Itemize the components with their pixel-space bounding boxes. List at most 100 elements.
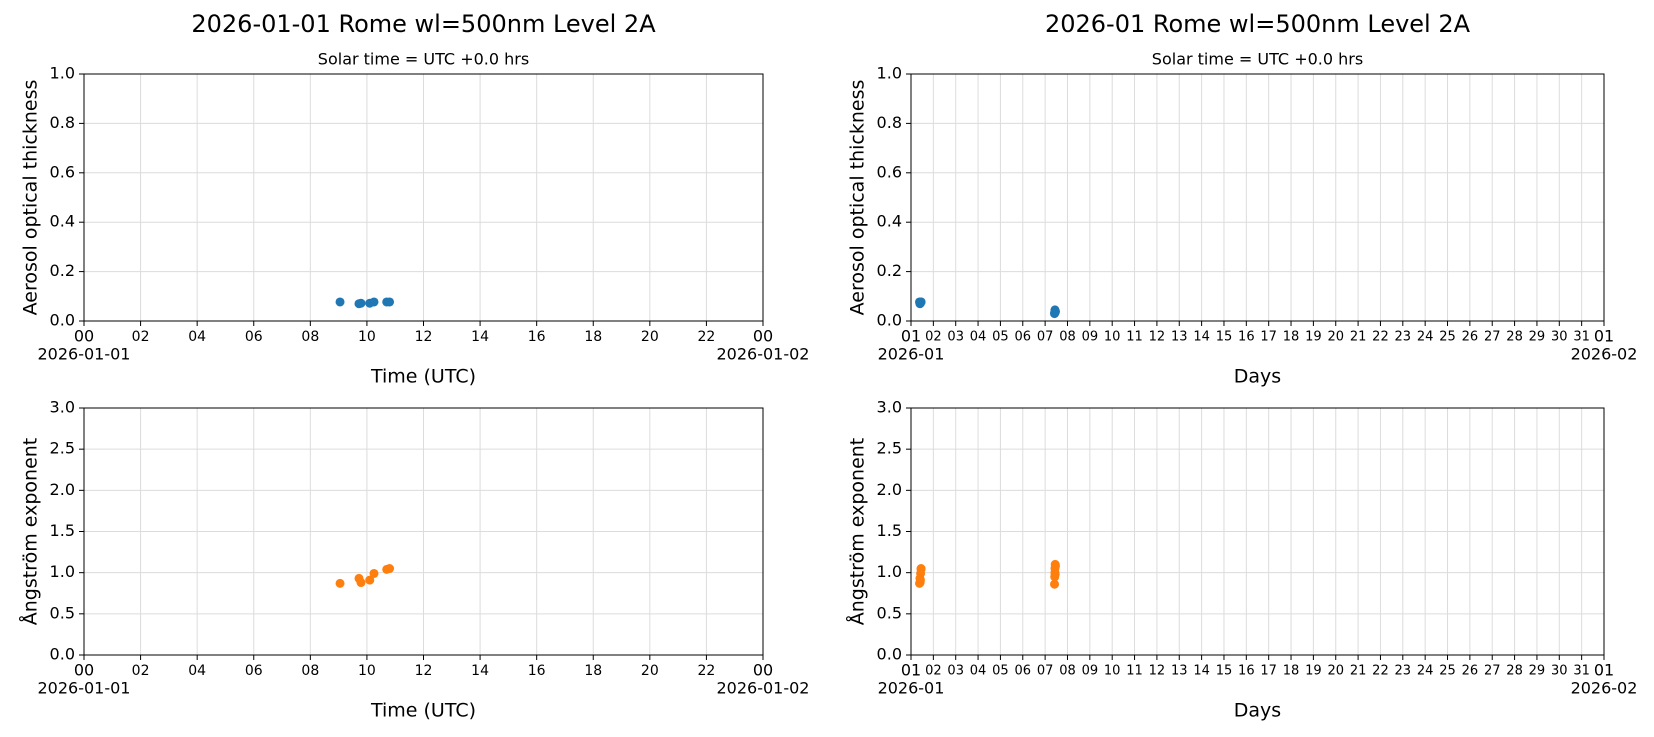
x-tick-label: 04 [188,663,206,679]
x-tick-label: 26 [1462,330,1479,345]
x-tick-label: 23 [1395,664,1412,679]
y-tick-label: 0.4 [50,212,75,231]
x-tick-label: 31 [1573,664,1590,679]
x-tick-label: 23 [1395,330,1412,345]
x-tick-label: 02 [925,664,942,679]
x-tick-label: 09 [1082,664,1099,679]
x-tick-label: 10 [358,329,376,345]
y-tick-label: 0.0 [50,311,75,330]
x-tick-label: 10 [1104,330,1121,345]
y-tick-label: 0.6 [877,162,902,181]
x-date-label: 2026-02 [1571,345,1638,364]
x-tick-label: 12 [1149,664,1166,679]
y-tick-label: 0.0 [50,645,75,664]
x-tick-label: 22 [1372,330,1389,345]
axes-frame [910,73,1605,322]
x-tick-label: 04 [188,329,206,345]
x-tick-label: 09 [1082,330,1099,345]
x-tick-label: 21 [1350,664,1367,679]
x-tick-label: 14 [471,329,489,345]
x-axis-label: Time (UTC) [370,366,476,388]
x-tick-label: 10 [358,663,376,679]
x-tick-label: 21 [1350,330,1367,345]
x-tick-label: 20 [641,329,659,345]
x-tick-label: 30 [1551,330,1568,345]
x-tick-label: 12 [415,329,433,345]
x-tick-label: 06 [245,329,263,345]
x-tick-label: 15 [1216,664,1233,679]
x-tick-label: 17 [1260,664,1277,679]
point [385,564,395,574]
point [916,297,926,307]
x-tick-label: 17 [1260,330,1277,345]
point [369,568,379,578]
point [385,297,395,307]
y-tick-label: 2.5 [50,439,75,458]
x-tick-label: 07 [1037,330,1054,345]
x-tick-label: 22 [698,329,716,345]
x-tick-label: 18 [1283,664,1300,679]
x-date-label: 2026-02 [1571,679,1638,698]
x-tick-label: 01 [901,661,921,680]
x-tick-label: 03 [947,330,964,345]
x-tick-label: 01 [1594,661,1614,680]
x-tick-label: 10 [1104,664,1121,679]
x-tick-label: 16 [528,329,546,345]
y-tick-label: 2.5 [877,439,902,458]
y-tick-label: 1.5 [877,521,902,540]
x-tick-label: 13 [1171,664,1188,679]
y-tick-label: 3.0 [50,398,75,417]
x-tick-label: 20 [641,663,659,679]
y-tick-label: 0.0 [877,645,902,664]
x-tick-label: 00 [74,661,94,680]
x-tick-label: 02 [132,663,150,679]
x-axis-label: Days [1234,700,1281,722]
y-axis-label: Aerosol optical thickness [20,80,42,316]
x-tick-label: 14 [1193,330,1210,345]
y-tick-label: 0.5 [877,603,902,622]
x-tick-label: 13 [1171,330,1188,345]
chart-subtitle: Solar time = UTC +0.0 hrs [318,50,529,69]
x-date-label: 2026-01-02 [717,345,810,364]
x-tick-label: 08 [1059,664,1076,679]
x-tick-label: 16 [1238,664,1255,679]
x-tick-label: 15 [1216,330,1233,345]
x-tick-label: 03 [947,664,964,679]
x-tick-label: 14 [471,663,489,679]
y-tick-label: 1.5 [50,521,75,540]
x-tick-label: 04 [970,664,987,679]
y-tick-label: 0.4 [877,212,902,231]
x-axis-label: Days [1234,366,1281,388]
x-tick-label: 18 [1283,330,1300,345]
x-tick-label: 04 [970,330,987,345]
y-tick-label: 0.8 [877,113,902,132]
point [356,578,366,588]
x-tick-label: 19 [1305,330,1322,345]
point [369,297,379,307]
x-tick-label: 08 [301,329,319,345]
x-date-label: 2026-01-02 [717,679,810,698]
x-tick-label: 05 [992,330,1009,345]
point [1050,579,1060,589]
x-axis-label: Time (UTC) [370,700,476,722]
y-tick-label: 1.0 [50,562,75,581]
x-tick-label: 19 [1305,664,1322,679]
x-tick-label: 07 [1037,664,1054,679]
x-tick-label: 02 [925,330,942,345]
x-tick-label: 18 [584,663,602,679]
x-date-label: 2026-01-01 [38,345,131,364]
x-tick-label: 27 [1484,330,1501,345]
x-tick-label: 20 [1327,330,1344,345]
y-tick-label: 1.0 [877,64,902,83]
x-tick-label: 16 [528,663,546,679]
x-tick-label: 06 [245,663,263,679]
y-tick-label: 3.0 [877,398,902,417]
x-tick-label: 28 [1506,330,1523,345]
point [356,298,366,308]
x-tick-label: 06 [1015,664,1032,679]
x-tick-label: 12 [415,663,433,679]
x-tick-label: 30 [1551,664,1568,679]
y-tick-label: 0.5 [50,603,75,622]
y-tick-label: 2.0 [877,480,902,499]
